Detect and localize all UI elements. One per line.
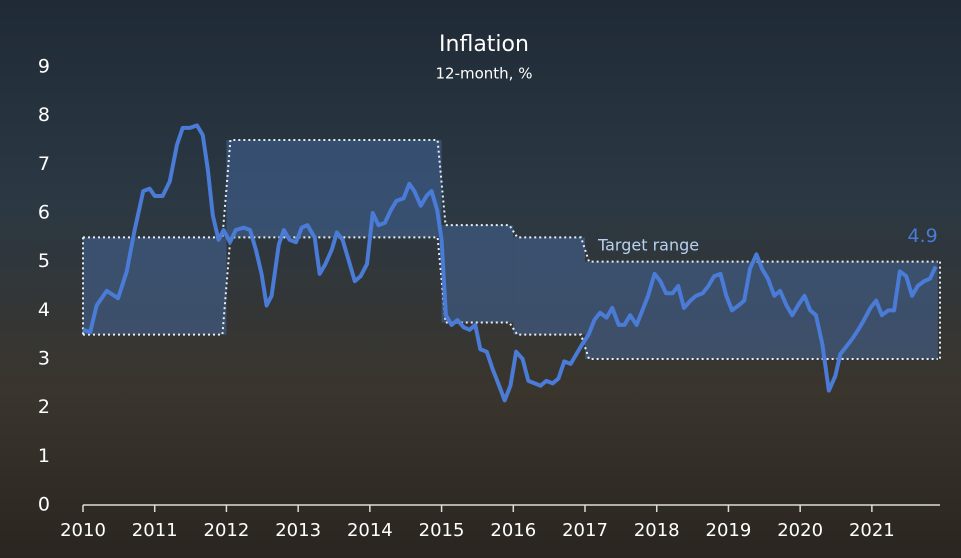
y-tick-label: 0 xyxy=(38,494,50,516)
target-band xyxy=(585,262,938,359)
x-tick-label: 2017 xyxy=(562,520,608,541)
x-tick-label: 2010 xyxy=(60,520,106,541)
target-band xyxy=(442,225,514,322)
chart-subtitle: 12-month, % xyxy=(436,65,533,83)
chart-title: Inflation xyxy=(439,32,529,57)
y-tick-label: 5 xyxy=(38,250,50,272)
y-tick-label: 8 xyxy=(38,104,50,126)
y-tick-label: 2 xyxy=(38,396,50,418)
x-tick-label: 2021 xyxy=(849,520,895,541)
x-tick-label: 2018 xyxy=(634,520,680,541)
y-tick-label: 7 xyxy=(38,153,50,175)
x-tick-label: 2020 xyxy=(777,520,823,541)
y-tick-label: 4 xyxy=(38,299,50,321)
x-tick-label: 2011 xyxy=(132,520,178,541)
y-tick-label: 3 xyxy=(38,348,50,370)
end-value-label: 4.9 xyxy=(907,225,937,247)
target-band xyxy=(83,237,226,334)
y-tick-label: 6 xyxy=(38,202,50,224)
x-tick-label: 2013 xyxy=(275,520,321,541)
chart: Inflation 12-month, % Target range 0 1 2 3 4 5… xyxy=(0,0,961,558)
target-band xyxy=(513,237,585,334)
y-tick-label: 9 xyxy=(38,56,50,78)
x-tick-label: 2019 xyxy=(706,520,752,541)
x-tick-label: 2015 xyxy=(419,520,465,541)
x-tick-label: 2016 xyxy=(490,520,536,541)
x-tick-label: 2012 xyxy=(204,520,250,541)
target-label: Target range xyxy=(597,236,699,255)
x-tick-label: 2014 xyxy=(347,520,393,541)
y-tick-label: 1 xyxy=(38,445,50,467)
